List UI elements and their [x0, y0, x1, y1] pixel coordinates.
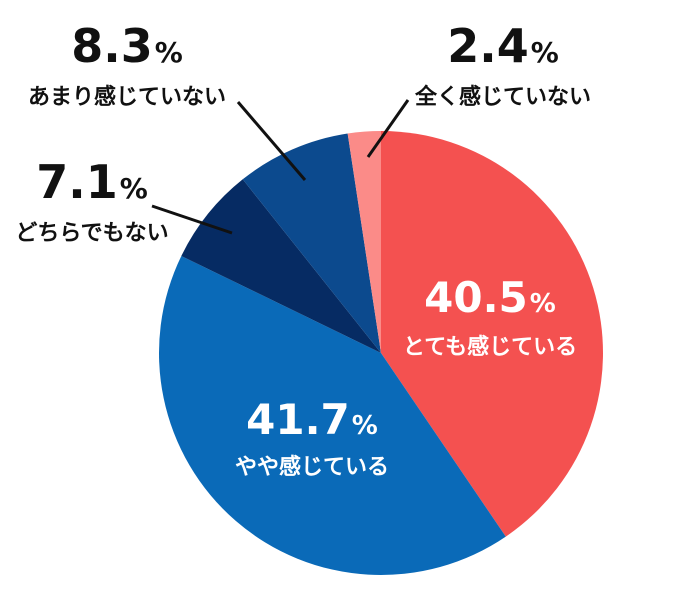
slice-category-label: やや感じている	[235, 454, 389, 480]
leader-lines	[151, 99, 410, 235]
slice-percent-value: 40.5	[424, 273, 528, 322]
slice-percent-label: 41.7%	[246, 395, 378, 444]
slice-category-label: どちらでもない	[15, 221, 168, 246]
pie-slice	[158, 255, 506, 575]
leader-line	[366, 99, 410, 158]
slice-category-label: とても感じている	[403, 334, 577, 360]
leader-line	[236, 101, 307, 181]
pie-slice	[347, 131, 381, 353]
pie-slice	[181, 179, 381, 353]
slice-percent-label: 7.1%	[36, 155, 148, 209]
slice-percent-value: 8.3	[71, 19, 153, 73]
slice-percent-unit: %	[120, 172, 148, 205]
slice-percent-unit: %	[155, 36, 183, 69]
slice-labels: 40.5% とても感じている 41.7% やや感じている 7.1% どちらでもない 8.3%…	[15, 19, 591, 480]
pie-slice	[242, 133, 381, 353]
slice-percent-label: 2.4%	[447, 19, 559, 73]
slice-percent-value: 7.1	[36, 155, 118, 209]
slice-percent-unit: %	[530, 289, 556, 319]
slice-category-label: あまり感じていない	[28, 84, 226, 110]
slice-percent-value: 41.7	[246, 395, 350, 444]
slice-category-label: 全く感じていない	[414, 84, 591, 110]
leader-line	[151, 204, 233, 235]
slice-percent-label: 40.5%	[424, 273, 556, 322]
slice-percent-unit: %	[531, 36, 559, 69]
pie-slice	[381, 131, 603, 537]
slice-percent-value: 2.4	[447, 19, 529, 73]
slice-percent-label: 8.3%	[71, 19, 183, 73]
pie-slices	[158, 131, 603, 575]
slice-percent-unit: %	[352, 411, 378, 441]
